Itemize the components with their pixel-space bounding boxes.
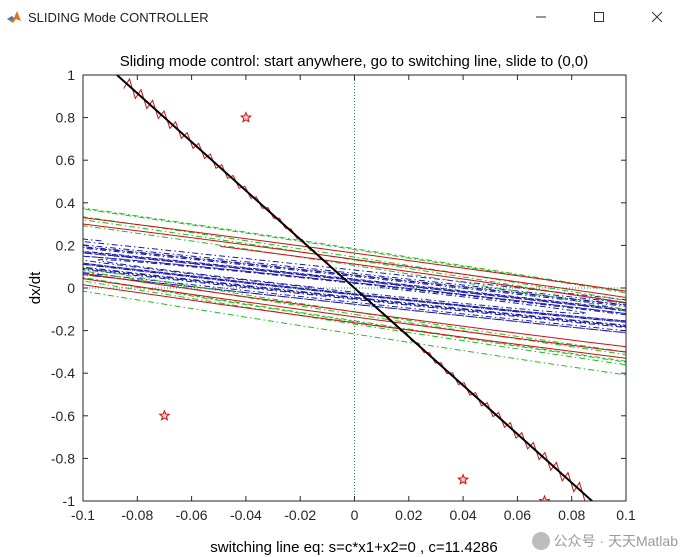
trajectory-layer: [83, 75, 626, 501]
green-phase-curve: [83, 216, 626, 366]
y-tick-label: -0.6: [51, 408, 75, 424]
close-button[interactable]: [628, 0, 686, 34]
y-tick-label: -0.8: [51, 450, 75, 466]
switching-line: [115, 75, 594, 501]
y-tick-label: 0.6: [56, 152, 76, 168]
figure-area: Sliding mode control: start anywhere, go…: [0, 34, 686, 557]
start-point-marker: [239, 111, 252, 123]
minimize-button[interactable]: [512, 0, 570, 34]
x-axis-label: switching line eq: s=c*x1+x2=0 , c=11.42…: [210, 539, 497, 556]
x-tick-label: -0.1: [71, 507, 95, 523]
minimize-icon: [536, 16, 546, 18]
y-tick-label: -1: [63, 493, 76, 509]
close-icon: [651, 11, 663, 23]
window-title: SLIDING Mode CONTROLLER: [28, 9, 209, 25]
x-tick-label: -0.04: [230, 507, 262, 523]
start-point-marker: [457, 473, 470, 485]
x-tick-label: 0.08: [558, 507, 585, 523]
x-tick-label: 0.04: [449, 507, 476, 523]
start-point-marker: [158, 409, 171, 421]
x-tick-label: 0: [351, 507, 359, 523]
y-tick-label: -0.4: [51, 365, 75, 381]
matlab-icon: [7, 11, 21, 23]
x-tick-label: -0.08: [121, 507, 153, 523]
y-axis-label: dx/dt: [27, 271, 44, 304]
blue-phase-curve: [83, 244, 626, 329]
red-trajectory: [83, 223, 626, 359]
y-tick-label: 1: [67, 67, 75, 83]
window-controls: [512, 0, 686, 34]
chart-title: Sliding mode control: start anywhere, go…: [120, 53, 589, 70]
maximize-icon: [594, 12, 604, 22]
y-tick-label: 0.2: [56, 237, 76, 253]
x-tick-label: -0.06: [176, 507, 208, 523]
y-tick-label: 0.4: [56, 195, 76, 211]
axes-layer: -0.1 -0.08 -0.06 -0.04 -0.02 0 0.02 0.04 0.06 0.0…: [51, 67, 636, 523]
window-titlebar: SLIDING Mode CONTROLLER: [0, 0, 686, 35]
phase-plot[interactable]: Sliding mode control: start anywhere, go…: [0, 34, 686, 557]
maximize-button[interactable]: [570, 0, 628, 34]
watermark-text: 公众号 · 天天Matlab: [553, 533, 678, 549]
watermark: 公众号 · 天天Matlab: [531, 531, 678, 551]
y-tick-label: 0.8: [56, 110, 76, 126]
x-tick-label: 0.02: [395, 507, 422, 523]
x-tick-label: 0.1: [616, 507, 636, 523]
x-tick-label: 0.06: [504, 507, 531, 523]
y-tick-label: -0.2: [51, 323, 75, 339]
y-tick-label: 0: [67, 280, 75, 296]
start-point-marker: [538, 494, 551, 501]
wechat-icon: [531, 532, 550, 550]
red-trajectory: [83, 217, 626, 353]
x-tick-label: -0.02: [284, 507, 316, 523]
